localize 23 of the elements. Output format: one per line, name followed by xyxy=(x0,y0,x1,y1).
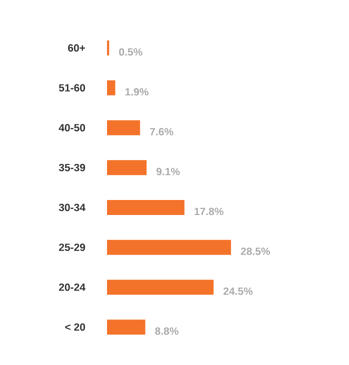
bar xyxy=(107,280,214,295)
data-label: 7.6% xyxy=(150,128,174,136)
data-label: 17.8% xyxy=(194,208,224,216)
data-label: 28.5% xyxy=(240,248,270,256)
y-tick-label: 20-24 xyxy=(58,283,86,291)
y-tick-label: < 20 xyxy=(65,323,86,331)
bar xyxy=(107,120,140,136)
y-tick-label: 60+ xyxy=(68,44,86,52)
bar xyxy=(107,320,146,335)
y-tick-label: 35-39 xyxy=(58,164,86,172)
data-label: 8.8% xyxy=(155,327,178,335)
bar xyxy=(107,200,184,215)
y-tick-label: 30-34 xyxy=(58,204,86,212)
y-tick-label: 25-29 xyxy=(58,244,86,252)
bar xyxy=(107,240,232,255)
data-label: 9.1% xyxy=(156,168,180,176)
bar xyxy=(107,160,147,176)
data-label: 1.9% xyxy=(125,88,148,96)
data-label: 0.5% xyxy=(119,48,142,56)
data-label: 24.5% xyxy=(223,287,253,295)
y-tick-label: 40-50 xyxy=(58,124,86,132)
y-tick-label: 51-60 xyxy=(58,84,86,92)
bar xyxy=(107,80,116,96)
